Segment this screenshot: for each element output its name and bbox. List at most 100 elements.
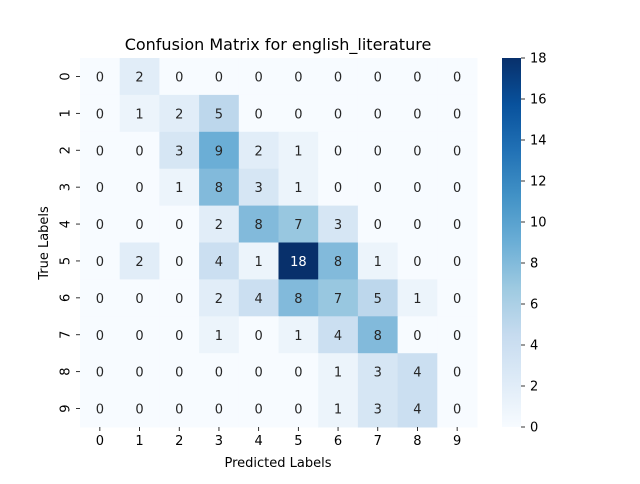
cell-value-label: 4 (334, 329, 342, 344)
y-tick-label: 1 (59, 109, 74, 117)
heatmap-cell (80, 58, 121, 96)
cell-value-label: 8 (334, 255, 342, 270)
heatmap-cell (318, 94, 359, 133)
heatmap-cell (397, 94, 438, 133)
cell-value-label: 0 (215, 403, 223, 418)
x-tick-label: 6 (334, 434, 342, 449)
cell-value-label: 4 (215, 255, 223, 270)
heatmap-cell (318, 316, 359, 354)
cell-value-label: 0 (374, 107, 382, 122)
colorbar-tick-label: 12 (530, 175, 547, 190)
heatmap-cell (278, 316, 319, 354)
cell-value-label: 0 (413, 70, 421, 85)
heatmap-cell (238, 353, 279, 391)
cell-value-label: 0 (453, 218, 461, 233)
cell-value-label: 0 (96, 181, 104, 196)
cell-value-label: 0 (374, 181, 382, 196)
cell-labels: 0 2 0 0 0 0 0 0 0 00 1 2 5 0 0 0 0 0 00 0 3 9 2 1 0 0 0 00 0 1 8 3 1 0 0 0 0… (96, 70, 462, 417)
heatmap-cell (80, 94, 121, 133)
heatmap-cell (159, 58, 200, 96)
cell-value-label: 5 (374, 292, 382, 307)
colorbar-tick-label: 8 (530, 257, 538, 272)
cell-value-label: 0 (175, 255, 183, 270)
cell-value-label: 4 (255, 292, 263, 307)
heatmap-cell (278, 279, 319, 317)
colorbar: 0 2 4 6 8 10 12 14 16 18 (502, 52, 547, 436)
heatmap-cell (437, 390, 478, 428)
heatmap-cell (278, 131, 319, 170)
cell-value-label: 0 (96, 403, 104, 418)
heatmap-cell (437, 205, 478, 243)
heatmap-cell (80, 390, 121, 428)
heatmap-cell (397, 390, 438, 428)
cell-value-label: 1 (334, 366, 342, 381)
cell-value-label: 0 (175, 403, 183, 418)
heatmap-cell (437, 58, 478, 96)
cell-value-label: 0 (255, 403, 263, 418)
heatmap-cell (318, 58, 359, 96)
x-axis-label: Predicted Labels (224, 456, 331, 471)
heatmap-cell (397, 242, 438, 280)
heatmap-cell (159, 205, 200, 243)
x-tick-label: 1 (135, 434, 143, 449)
y-tick-label: 4 (59, 220, 74, 228)
heatmap-cell (199, 131, 240, 170)
cell-value-label: 0 (413, 144, 421, 159)
x-tick-label: 4 (255, 434, 263, 449)
cell-value-label: 2 (175, 107, 183, 122)
cell-value-label: 0 (255, 366, 263, 381)
heatmap-cell (437, 131, 478, 170)
cell-value-label: 0 (413, 329, 421, 344)
cell-value-label: 0 (96, 107, 104, 122)
cell-value-label: 0 (96, 144, 104, 159)
cell-value-label: 1 (374, 255, 382, 270)
heatmap-cell (199, 316, 240, 354)
cell-value-label: 4 (413, 403, 421, 418)
cell-value-label: 7 (294, 218, 302, 233)
cell-value-label: 1 (255, 255, 263, 270)
heatmap-cell (437, 316, 478, 354)
cell-value-label: 0 (135, 144, 143, 159)
heatmap-cell (80, 279, 121, 317)
heatmap-cell (159, 94, 200, 133)
cell-value-label: 0 (294, 70, 302, 85)
heatmap-cell (357, 58, 399, 96)
colorbar-tick-label: 2 (530, 380, 538, 395)
colorbar-tick-label: 6 (530, 298, 538, 313)
heatmap-cell (437, 168, 478, 207)
heatmap-cell (437, 94, 478, 133)
colorbar-tick-label: 18 (530, 52, 547, 67)
heatmap-cell (119, 316, 160, 354)
y-axis-ticks: 0 1 2 3 4 5 6 7 8 9 (59, 72, 80, 413)
cell-value-label: 18 (290, 255, 307, 270)
heatmap-cell (119, 58, 160, 96)
cell-value-label: 3 (175, 144, 183, 159)
heatmap-cell (278, 58, 319, 96)
colorbar-tick-label: 16 (530, 93, 547, 108)
x-tick-label: 0 (96, 434, 104, 449)
heatmap-cell (278, 242, 319, 280)
heatmap-cell (119, 168, 160, 207)
heatmap-cell (199, 279, 240, 317)
cell-value-label: 0 (175, 329, 183, 344)
heatmap-cell (318, 353, 359, 391)
cell-value-label: 0 (96, 366, 104, 381)
cell-value-label: 9 (215, 144, 223, 159)
heatmap-cell (159, 279, 200, 317)
cell-value-label: 1 (294, 181, 302, 196)
y-tick-label: 8 (59, 368, 74, 376)
heatmap-cell (119, 242, 160, 280)
cell-value-label: 0 (255, 70, 263, 85)
heatmap-cell (159, 242, 200, 280)
heatmap-cell (397, 279, 438, 317)
cell-value-label: 8 (374, 329, 382, 344)
cell-value-label: 0 (453, 181, 461, 196)
cell-value-label: 2 (135, 255, 143, 270)
cell-value-label: 0 (374, 70, 382, 85)
heatmap-cell (357, 94, 399, 133)
cell-value-label: 0 (175, 292, 183, 307)
heatmap-cell (357, 316, 399, 354)
heatmap-cell (318, 205, 359, 243)
heatmap-cell (199, 205, 240, 243)
